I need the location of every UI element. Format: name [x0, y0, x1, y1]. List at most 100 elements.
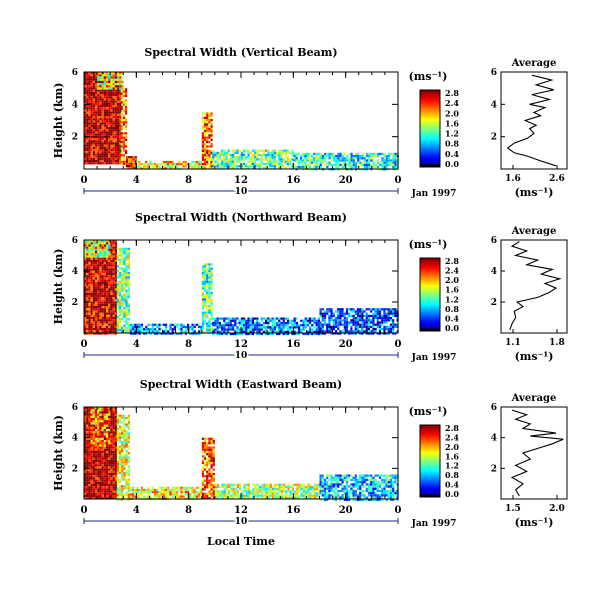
heatmap-cell	[247, 328, 250, 331]
heatmap-cell	[208, 283, 211, 286]
heatmap-cell	[122, 121, 125, 124]
heatmap-cell	[156, 323, 159, 326]
heatmap-cell	[309, 332, 312, 336]
heatmap-cell	[214, 317, 217, 320]
heatmap-cell	[97, 481, 100, 484]
colorbar-swatch	[420, 161, 440, 164]
heatmap-cell	[95, 76, 98, 79]
colorbar-swatch	[420, 304, 440, 306]
heatmap-cell	[116, 307, 119, 310]
heatmap-cell	[103, 124, 106, 127]
heatmap-cell	[117, 105, 120, 108]
heatmap-cell	[90, 286, 93, 289]
heatmap-cell	[260, 160, 263, 163]
heatmap-cell	[122, 101, 125, 104]
heatmap-cell	[193, 325, 196, 329]
heatmap-cell	[92, 160, 95, 163]
heatmap-cell	[108, 98, 111, 101]
heatmap-cell	[223, 317, 226, 320]
heatmap-cell	[97, 262, 100, 265]
heatmap-cell	[116, 315, 119, 319]
heatmap-cell	[88, 76, 91, 79]
heatmap-cell	[116, 480, 119, 483]
heatmap-cell	[122, 154, 125, 157]
heatmap-cell	[387, 328, 390, 331]
heatmap-cell	[350, 155, 353, 158]
heatmap-cell	[110, 429, 113, 432]
heatmap-cell	[359, 155, 362, 158]
heatmap-cell	[210, 267, 213, 270]
heatmap-cell	[337, 152, 340, 155]
heatmap-cell	[191, 330, 194, 333]
heatmap-cell	[306, 321, 309, 325]
heatmap-cell	[108, 109, 111, 112]
heatmap-cell	[90, 279, 93, 282]
heatmap-cell	[97, 257, 100, 260]
heatmap-cell	[121, 329, 124, 332]
heatmap-cell	[343, 166, 347, 169]
heatmap-cell	[291, 319, 294, 322]
heatmap-cell	[258, 162, 261, 165]
heatmap-cell	[208, 309, 211, 312]
heatmap-cell	[365, 325, 368, 328]
heatmap-cell	[108, 80, 111, 83]
heatmap-cell	[208, 272, 211, 275]
heatmap-cell	[95, 87, 98, 90]
heatmap-cell	[247, 332, 250, 336]
heatmap-cell	[103, 74, 106, 77]
heatmap-cell	[108, 124, 111, 127]
colorbar-swatch	[420, 125, 440, 128]
heatmap-cell	[304, 163, 307, 166]
heatmap-cell	[125, 152, 128, 155]
colorbar-swatch	[420, 129, 440, 132]
heatmap-cell	[106, 323, 109, 326]
heatmap-cell	[99, 89, 102, 92]
heatmap-cell	[106, 91, 109, 94]
heatmap-cell	[114, 89, 117, 92]
heatmap-cell	[206, 141, 209, 144]
heatmap-cell	[298, 332, 301, 336]
heatmap-cell	[90, 151, 93, 154]
panel-1: Spectral Width (Northward Beam)0 4 8 12 16 20…	[52, 211, 568, 363]
heatmap-cell	[171, 332, 174, 335]
heatmap-cell	[88, 264, 91, 267]
heatmap-cell	[350, 321, 353, 324]
colorbar-swatch	[420, 142, 440, 145]
heatmap-cell	[90, 317, 93, 320]
heatmap-cell	[392, 155, 395, 158]
heatmap-cell	[262, 154, 265, 157]
heatmap-cell	[110, 107, 113, 110]
heatmap-cell	[114, 473, 117, 476]
heatmap-cell	[105, 409, 109, 412]
heatmap-cell	[210, 130, 213, 133]
heatmap-cell	[229, 319, 232, 322]
heatmap-cell	[90, 295, 93, 298]
heatmap-cell	[367, 308, 371, 311]
heatmap-cell	[99, 162, 102, 165]
heatmap-cell	[330, 152, 333, 155]
heatmap-cell	[203, 272, 207, 275]
heatmap-cell	[92, 415, 95, 418]
heatmap-cell	[94, 429, 98, 432]
heatmap-cell	[346, 155, 349, 158]
heatmap-cell	[95, 273, 98, 276]
heatmap-cell	[95, 242, 98, 245]
heatmap-cell	[341, 155, 344, 158]
colorbar-swatch	[420, 110, 440, 113]
heatmap-cell	[121, 447, 124, 450]
x-tick-label: 16	[286, 175, 300, 186]
heatmap-cell	[227, 154, 230, 157]
heatmap-cell	[114, 455, 117, 458]
heatmap-cell	[216, 328, 219, 331]
heatmap-cell	[116, 320, 119, 323]
heatmap-cell	[90, 490, 93, 493]
heatmap-cell	[345, 312, 349, 315]
heatmap-cell	[99, 299, 102, 302]
heatmap-cell	[95, 135, 98, 138]
heatmap-cell	[125, 487, 128, 490]
heatmap-cell	[101, 312, 104, 315]
heatmap-cell	[118, 434, 122, 437]
heatmap-cell	[280, 156, 283, 159]
colorbar-swatch	[420, 118, 440, 120]
heatmap-cell	[363, 163, 366, 166]
